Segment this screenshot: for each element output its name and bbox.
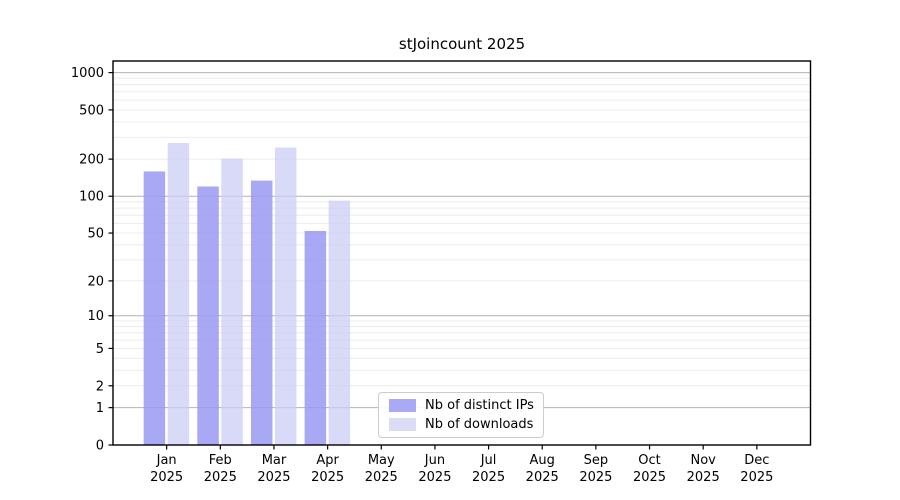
x-tick-year-label-oct: 2025: [633, 470, 666, 485]
x-tick-year-label-may: 2025: [365, 470, 398, 485]
legend: Nb of distinct IPs Nb of downloads: [378, 392, 544, 438]
x-tick-label-aug: Aug: [530, 453, 555, 468]
y-tick-label-500: 500: [79, 103, 104, 118]
axes-spines: [112, 60, 812, 446]
y-tick-label-1: 1: [96, 401, 104, 416]
x-tick-year-label-apr: 2025: [311, 470, 344, 485]
bar-nb-of-distinct-ips-apr: [304, 230, 327, 445]
legend-label-distinct-ips: Nb of distinct IPs: [425, 398, 534, 413]
x-tick-label-jul: Jul: [480, 453, 497, 468]
bar-nb-of-downloads-mar: [274, 147, 297, 445]
legend-label-downloads: Nb of downloads: [425, 417, 534, 432]
x-tick-year-label-aug: 2025: [526, 470, 559, 485]
bar-nb-of-downloads-feb: [221, 158, 243, 445]
x-tick-year-label-nov: 2025: [687, 470, 720, 485]
y-tick-label-50: 50: [87, 227, 104, 242]
x-tick-year-label-mar: 2025: [257, 470, 290, 485]
x-tick-label-oct: Oct: [638, 453, 660, 468]
bar-nb-of-distinct-ips-jan: [143, 171, 166, 445]
x-tick-label-mar: Mar: [262, 453, 287, 468]
legend-item-distinct-ips: Nb of distinct IPs: [389, 398, 535, 413]
y-tick-label-5: 5: [96, 342, 104, 357]
bar-nb-of-downloads-apr: [328, 200, 351, 445]
x-tick-label-sep: Sep: [584, 453, 609, 468]
legend-swatch-distinct-ips: [389, 399, 416, 412]
bar-nb-of-distinct-ips-mar: [250, 180, 273, 445]
legend-swatch-downloads: [389, 418, 416, 431]
y-tick-label-100: 100: [79, 190, 104, 205]
x-tick-label-jun: Jun: [424, 453, 445, 468]
chart-title: stJoincount 2025: [398, 35, 526, 53]
x-tick-label-apr: Apr: [316, 453, 339, 468]
x-tick-label-dec: Dec: [744, 453, 769, 468]
x-tick-label-nov: Nov: [691, 453, 717, 468]
x-tick-label-jan: Jan: [156, 453, 177, 468]
y-tick-label-10: 10: [87, 309, 104, 324]
y-tick-label-2: 2: [96, 379, 104, 394]
x-tick-label-may: May: [368, 453, 395, 468]
x-tick-year-label-feb: 2025: [204, 470, 237, 485]
x-tick-year-label-sep: 2025: [579, 470, 612, 485]
legend-item-downloads: Nb of downloads: [389, 417, 535, 432]
x-tick-year-label-jan: 2025: [150, 470, 183, 485]
y-tick-label-200: 200: [79, 153, 104, 168]
y-tick-label-0: 0: [96, 439, 104, 454]
x-tick-year-label-dec: 2025: [740, 470, 773, 485]
x-tick-year-label-jun: 2025: [418, 470, 451, 485]
bar-nb-of-downloads-jan: [167, 143, 190, 445]
bar-nb-of-distinct-ips-feb: [197, 186, 219, 445]
x-tick-label-feb: Feb: [209, 453, 232, 468]
y-tick-label-1000: 1000: [71, 66, 104, 81]
x-tick-year-label-jul: 2025: [472, 470, 505, 485]
y-tick-label-20: 20: [87, 274, 104, 289]
